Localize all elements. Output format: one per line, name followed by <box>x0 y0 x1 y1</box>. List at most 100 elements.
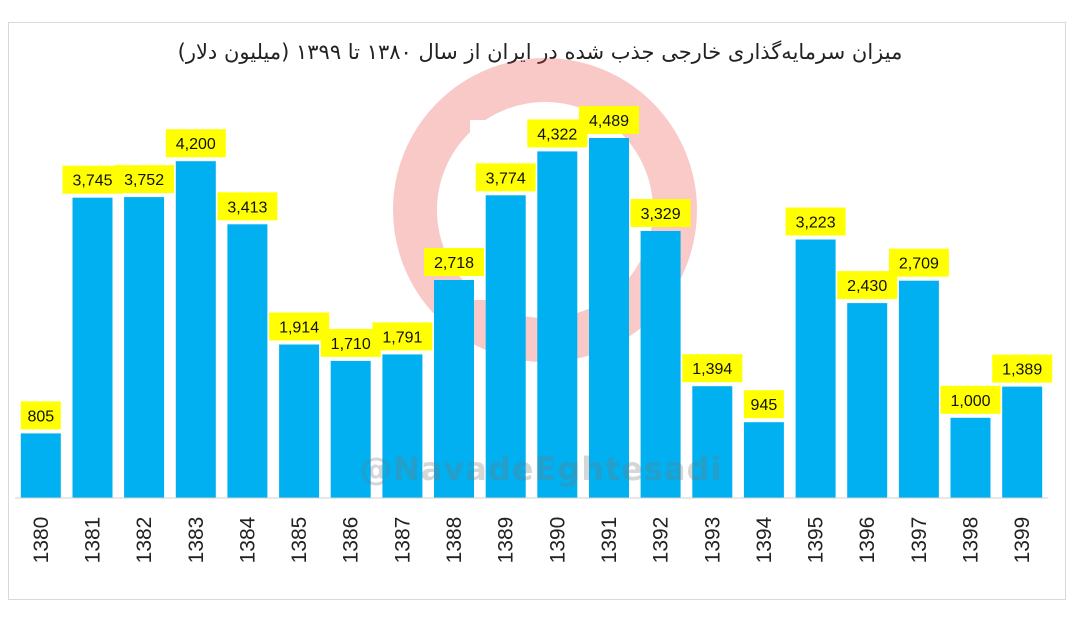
x-tick-labels-group: 1380 1381 1382 1383 1384 1385 1386 1387 1388 1389… <box>30 516 1034 563</box>
bar-1384 <box>227 224 268 499</box>
x-tick-label-1391: 1391 <box>598 517 621 564</box>
data-label-background <box>837 271 898 300</box>
data-label-1389: 3,774 <box>475 163 536 192</box>
x-tick-label-1394: 1394 <box>753 516 776 563</box>
x-tick-label-1389: 1389 <box>495 517 518 564</box>
data-label-background <box>992 354 1053 383</box>
data-label-1387: 1,791 <box>372 322 433 351</box>
data-label-background <box>62 165 123 194</box>
bar-1381 <box>72 197 113 498</box>
data-label-1386: 1,710 <box>320 328 381 357</box>
x-tick-label-1384: 1384 <box>236 516 259 563</box>
data-label-text: 3,752 <box>124 172 164 189</box>
bar-1396 <box>847 303 888 498</box>
data-label-text: 805 <box>27 408 54 425</box>
bar-1382 <box>124 197 165 498</box>
bar-1392 <box>640 231 681 498</box>
data-label-text: 3,774 <box>486 170 526 187</box>
data-label-1390: 4,322 <box>527 119 588 148</box>
data-label-background <box>20 401 61 430</box>
x-tick-label-1397: 1397 <box>908 517 931 564</box>
data-label-text: 2,709 <box>899 256 939 273</box>
data-label-background <box>424 248 484 276</box>
data-label-1382: 3,752 <box>114 165 175 194</box>
data-label-text: 3,413 <box>227 199 267 216</box>
x-tick-label-1390: 1390 <box>546 517 569 564</box>
data-label-background <box>743 390 784 419</box>
data-label-background <box>940 385 1001 414</box>
data-label-background <box>114 165 175 194</box>
x-tick-label-1380: 1380 <box>30 517 53 564</box>
data-label-text: 4,200 <box>176 136 216 153</box>
x-tick-label-1388: 1388 <box>443 517 466 564</box>
bar-1383 <box>175 161 216 498</box>
x-tick-label-1383: 1383 <box>185 517 208 564</box>
data-label-text: 1,791 <box>382 329 422 346</box>
x-tick-label-1393: 1393 <box>701 517 724 564</box>
data-label-background <box>475 163 536 192</box>
data-label-1397: 2,709 <box>888 248 949 277</box>
bar-1380 <box>20 433 61 498</box>
data-label-1388: 2,718 <box>424 248 484 276</box>
data-label-text: 2,430 <box>847 278 887 295</box>
bar-1387 <box>382 354 423 498</box>
x-tick-label-1396: 1396 <box>856 517 879 564</box>
bar-1389 <box>485 195 526 499</box>
x-tick-label-1386: 1386 <box>340 517 363 564</box>
data-label-text: 3,329 <box>641 206 681 223</box>
data-label-background <box>217 192 278 221</box>
data-label-background <box>165 129 226 158</box>
bar-1390 <box>537 151 578 498</box>
data-label-background <box>785 207 846 236</box>
data-labels-group: 805 3,745 3,752 4,200 3,413 1,914 1,710 1,791 2,… <box>20 106 1053 430</box>
bar-1388 <box>434 280 474 498</box>
data-label-1394: 945 <box>743 390 784 419</box>
data-label-background <box>269 312 330 341</box>
data-label-1398: 1,000 <box>940 385 1001 414</box>
x-tick-label-1399: 1399 <box>1011 517 1034 564</box>
bar-1399 <box>1002 386 1043 498</box>
data-label-background <box>372 322 433 351</box>
x-tick-label-1392: 1392 <box>650 517 673 564</box>
x-tick-label-1398: 1398 <box>960 517 983 564</box>
x-tick-label-1381: 1381 <box>82 517 105 564</box>
bar-1398 <box>950 417 991 498</box>
x-tick-label-1382: 1382 <box>133 517 156 564</box>
data-label-background <box>579 106 639 134</box>
data-label-1396: 2,430 <box>837 271 898 300</box>
data-label-background <box>527 119 588 148</box>
data-label-background <box>888 248 949 277</box>
data-label-1385: 1,914 <box>269 312 330 341</box>
data-label-1381: 3,745 <box>62 165 123 194</box>
data-label-text: 1,000 <box>950 393 990 410</box>
data-label-text: 4,322 <box>537 126 577 143</box>
data-label-1392: 3,329 <box>630 199 691 227</box>
x-tick-label-1385: 1385 <box>288 517 311 564</box>
data-label-text: 3,745 <box>72 173 112 190</box>
data-label-text: 1,914 <box>279 320 319 337</box>
data-label-text: 3,223 <box>796 215 836 232</box>
data-label-1384: 3,413 <box>217 192 278 221</box>
bar-1385 <box>279 344 320 498</box>
bar-1391 <box>589 138 629 498</box>
data-label-1399: 1,389 <box>992 354 1053 383</box>
data-label-text: 945 <box>751 397 778 414</box>
data-label-background <box>682 354 743 383</box>
data-label-background <box>320 328 381 357</box>
data-label-1391: 4,489 <box>579 106 639 134</box>
data-label-text: 1,389 <box>1002 362 1042 379</box>
data-label-text: 1,394 <box>692 361 732 378</box>
bar-1397 <box>898 280 939 498</box>
data-label-1383: 4,200 <box>165 129 226 158</box>
data-label-text: 1,710 <box>331 336 371 353</box>
chart-title: میزان سرمایه‌گذاری خارجی جذب شده در ایرا… <box>177 40 903 64</box>
bar-1393 <box>692 386 733 498</box>
data-label-background <box>630 199 691 227</box>
watermark-handle: @NavadeEghtesadi <box>360 450 723 488</box>
bar-1386 <box>330 360 371 498</box>
bar-1395 <box>795 239 836 498</box>
x-tick-label-1395: 1395 <box>805 517 828 564</box>
data-label-1380: 805 <box>20 401 61 430</box>
bar-1394 <box>743 422 784 498</box>
